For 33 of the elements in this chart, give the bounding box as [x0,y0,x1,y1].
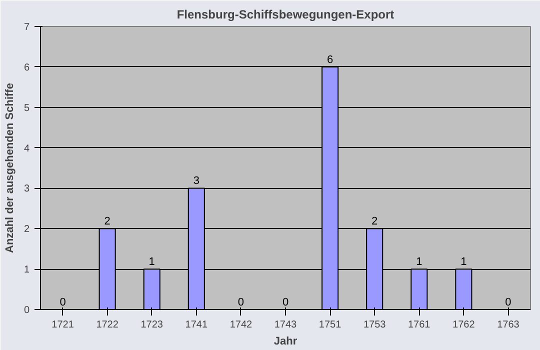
data-label: 3 [193,175,200,188]
y-tick-label: 2 [24,224,30,236]
data-label: 2 [104,216,110,228]
x-tick-label: 1741 [185,320,208,330]
x-axis-title: Jahr [274,336,298,348]
data-label: 1 [416,256,422,268]
x-tick-label: 1753 [363,320,386,330]
y-tick-label: 0 [24,305,30,316]
x-tick-label: 1722 [96,320,119,330]
x-tick-label: 1743 [274,320,298,330]
data-label: 2 [372,216,378,228]
y-tick-label: 5 [24,102,30,114]
x-tick-label: 1723 [140,320,164,330]
x-tick-label: 1721 [52,320,74,330]
y-tick-label: 4 [24,143,30,154]
data-label: 1 [460,256,467,268]
data-label: 1 [148,256,155,268]
x-tick-label: 1742 [230,320,253,330]
y-tick-label: 6 [24,62,30,74]
chart-title: Flensburg-Schiffsbewegungen-Export [176,8,394,22]
y-axis-title: Anzahl der ausgehenden Schiffe [4,83,16,253]
data-label: 0 [505,296,512,308]
y-tick-label: 3 [24,184,30,195]
x-tick-label: 1762 [452,320,476,330]
x-tick-label: 1761 [408,320,431,330]
data-label: 0 [282,296,289,308]
y-tick-label: 1 [24,264,30,276]
data-label: 0 [238,296,244,308]
y-tick-label: 7 [24,22,30,33]
data-label: 6 [326,54,334,66]
x-tick-label: 1763 [497,320,520,330]
data-label: 0 [60,296,66,308]
x-tick-label: 1751 [318,320,342,330]
